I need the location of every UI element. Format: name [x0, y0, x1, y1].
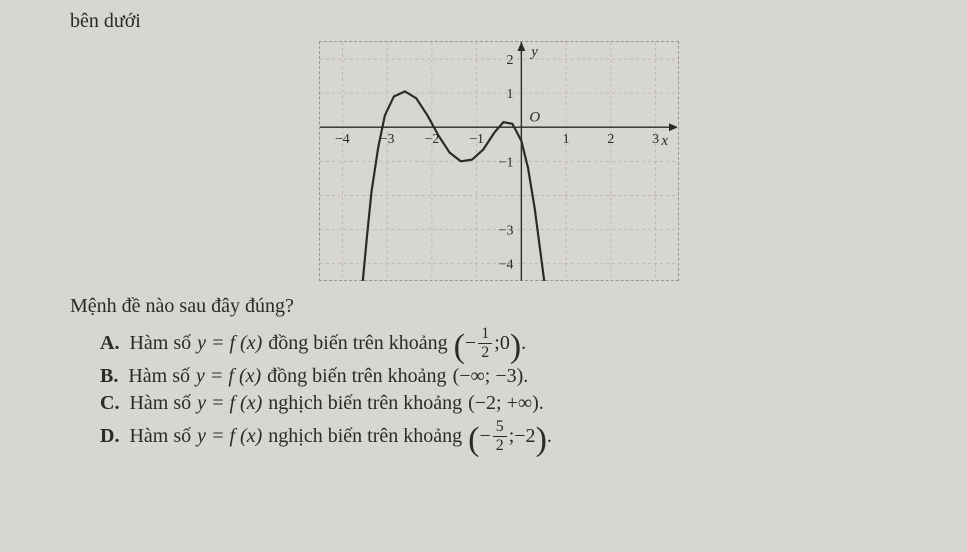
function-graph: −4−3−2−1123−4−3−112Oxy — [319, 41, 679, 281]
question-text: Mệnh đề nào sau đây đúng? — [70, 295, 927, 318]
option-d-interval: (−52;−2). — [468, 419, 552, 454]
option-a-interval: (−12;0). — [454, 326, 527, 361]
svg-text:3: 3 — [652, 132, 659, 147]
svg-text:2: 2 — [506, 53, 513, 68]
option-b-label: B. — [100, 365, 118, 388]
context-text: bên dưới — [70, 10, 927, 33]
option-a-mid: đồng biến trên khoảng — [268, 332, 447, 355]
svg-text:1: 1 — [562, 132, 569, 147]
option-b-pre: Hàm số — [128, 365, 190, 388]
option-a-fn: y = f (x) — [197, 332, 262, 355]
svg-text:O: O — [529, 109, 540, 125]
option-d-pre: Hàm số — [129, 425, 191, 448]
option-a: A. Hàm số y = f (x) đồng biến trên khoản… — [100, 326, 927, 361]
svg-text:−4: −4 — [498, 258, 513, 273]
svg-text:−1: −1 — [469, 132, 484, 147]
graph-svg: −4−3−2−1123−4−3−112Oxy — [320, 42, 678, 281]
option-c: C. Hàm số y = f (x) nghịch biến trên kho… — [100, 392, 927, 415]
option-b: B. Hàm số y = f (x) đồng biến trên khoản… — [100, 365, 927, 388]
option-c-mid: nghịch biến trên khoảng — [268, 392, 462, 415]
svg-text:x: x — [660, 133, 668, 149]
option-b-mid: đồng biến trên khoảng — [267, 365, 446, 388]
option-c-interval: (−2; +∞). — [468, 392, 544, 415]
option-d: D. Hàm số y = f (x) nghịch biến trên kho… — [100, 419, 927, 454]
option-a-pre: Hàm số — [129, 332, 191, 355]
option-a-label: A. — [100, 332, 119, 355]
svg-text:2: 2 — [607, 132, 614, 147]
option-d-label: D. — [100, 425, 119, 448]
option-c-pre: Hàm số — [129, 392, 191, 415]
svg-text:−4: −4 — [334, 132, 349, 147]
option-d-fn: y = f (x) — [197, 425, 262, 448]
option-c-fn: y = f (x) — [197, 392, 262, 415]
option-c-label: C. — [100, 392, 119, 415]
option-d-mid: nghịch biến trên khoảng — [268, 425, 462, 448]
svg-text:−3: −3 — [498, 223, 513, 238]
option-b-interval: (−∞; −3). — [453, 365, 529, 388]
svg-text:−1: −1 — [498, 155, 513, 170]
svg-text:1: 1 — [506, 87, 513, 102]
option-b-fn: y = f (x) — [196, 365, 261, 388]
svg-text:y: y — [529, 44, 538, 60]
